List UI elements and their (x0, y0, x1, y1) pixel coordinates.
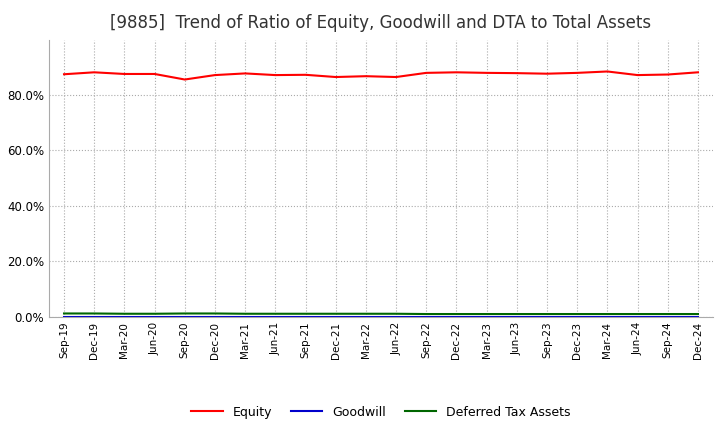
Goodwill (663, 314, 672, 319)
Deferred Tax Assets (693, 312, 702, 317)
Deferred Tax Assets (120, 311, 129, 316)
Goodwill (60, 314, 68, 319)
Goodwill (482, 314, 491, 319)
Deferred Tax Assets (392, 311, 400, 316)
Equity (663, 72, 672, 77)
Equity (573, 70, 582, 76)
Goodwill (392, 314, 400, 319)
Equity (60, 72, 68, 77)
Equity (693, 70, 702, 75)
Deferred Tax Assets (482, 312, 491, 317)
Equity (422, 70, 431, 76)
Goodwill (573, 314, 582, 319)
Goodwill (361, 314, 370, 319)
Equity (271, 73, 279, 78)
Goodwill (240, 314, 249, 319)
Deferred Tax Assets (603, 312, 612, 317)
Deferred Tax Assets (663, 312, 672, 317)
Deferred Tax Assets (513, 312, 521, 317)
Equity (150, 71, 159, 77)
Deferred Tax Assets (452, 312, 461, 317)
Line: Equity: Equity (64, 71, 698, 80)
Goodwill (150, 314, 159, 319)
Equity (634, 73, 642, 78)
Equity (513, 70, 521, 76)
Equity (361, 73, 370, 79)
Title: [9885]  Trend of Ratio of Equity, Goodwill and DTA to Total Assets: [9885] Trend of Ratio of Equity, Goodwil… (110, 15, 652, 33)
Legend: Equity, Goodwill, Deferred Tax Assets: Equity, Goodwill, Deferred Tax Assets (186, 401, 575, 424)
Deferred Tax Assets (573, 312, 582, 317)
Deferred Tax Assets (361, 311, 370, 316)
Goodwill (211, 314, 220, 319)
Goodwill (603, 314, 612, 319)
Deferred Tax Assets (301, 311, 310, 316)
Deferred Tax Assets (271, 311, 279, 316)
Equity (90, 70, 99, 75)
Goodwill (90, 314, 99, 319)
Goodwill (301, 314, 310, 319)
Goodwill (271, 314, 279, 319)
Deferred Tax Assets (90, 311, 99, 316)
Deferred Tax Assets (181, 311, 189, 316)
Goodwill (120, 314, 129, 319)
Deferred Tax Assets (60, 311, 68, 316)
Equity (331, 74, 340, 80)
Equity (120, 71, 129, 77)
Goodwill (693, 314, 702, 319)
Equity (181, 77, 189, 82)
Deferred Tax Assets (634, 312, 642, 317)
Equity (392, 74, 400, 80)
Line: Deferred Tax Assets: Deferred Tax Assets (64, 313, 698, 314)
Goodwill (422, 314, 431, 319)
Equity (482, 70, 491, 76)
Deferred Tax Assets (331, 311, 340, 316)
Equity (603, 69, 612, 74)
Deferred Tax Assets (543, 312, 552, 317)
Equity (240, 71, 249, 76)
Equity (452, 70, 461, 75)
Goodwill (452, 314, 461, 319)
Deferred Tax Assets (240, 311, 249, 316)
Equity (301, 72, 310, 77)
Goodwill (513, 314, 521, 319)
Deferred Tax Assets (150, 311, 159, 316)
Goodwill (181, 314, 189, 319)
Goodwill (543, 314, 552, 319)
Deferred Tax Assets (211, 311, 220, 316)
Goodwill (634, 314, 642, 319)
Equity (211, 73, 220, 78)
Goodwill (331, 314, 340, 319)
Equity (543, 71, 552, 76)
Deferred Tax Assets (422, 312, 431, 317)
